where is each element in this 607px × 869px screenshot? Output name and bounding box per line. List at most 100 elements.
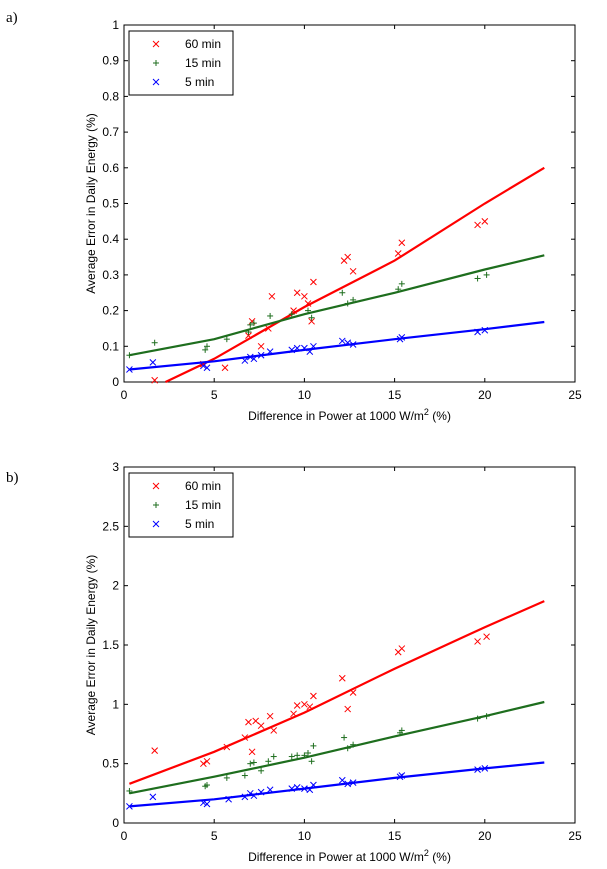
legend-label-15-min: 15 min [185, 498, 221, 512]
data-point-60-min [270, 727, 278, 734]
panel-label: b) [6, 470, 19, 486]
data-point-5-min [344, 780, 352, 788]
data-point-5-min-stroke [288, 785, 296, 792]
data-point-15-min [265, 758, 272, 765]
data-point-15-min [395, 286, 402, 293]
data-point-5-min [126, 803, 133, 810]
legend-marker-60-min [152, 40, 160, 48]
data-point-5-min [344, 339, 352, 347]
x-axis-label-unit: (%) [429, 850, 451, 864]
data-point-60-min [310, 692, 317, 700]
data-point-60-min-stroke [310, 692, 317, 700]
x-axis-label: Difference in Power at 1000 W/m2 (%) [248, 848, 451, 864]
legend-label-5-min: 5 min [185, 517, 214, 531]
data-point-60-min-stroke [301, 700, 308, 708]
data-point-60-min [474, 221, 481, 229]
data-point-5-min [293, 344, 301, 352]
series-15-min [126, 700, 545, 795]
data-point-60-min [349, 267, 357, 275]
data-point-5-min-stroke [344, 339, 352, 347]
data-point-60-min [344, 253, 352, 261]
data-point-60-min-stroke [270, 727, 278, 734]
data-point-5-min-stroke [398, 334, 406, 341]
data-point-5-min-stroke [203, 364, 211, 372]
y-tick-label: 0.6 [102, 161, 119, 175]
data-point-15-min [474, 715, 481, 722]
data-point-60-min [349, 689, 357, 696]
data-point-60-min [268, 292, 276, 300]
x-tick-label: 10 [298, 388, 312, 402]
data-point-15-min [126, 787, 133, 794]
series-60-min [129, 600, 545, 785]
x-tick-label: 15 [388, 829, 402, 843]
data-point-15-min [344, 745, 351, 752]
data-point-5-min-stroke [241, 793, 249, 801]
data-point-60-min [293, 289, 301, 297]
data-point-5-min [241, 357, 249, 364]
x-tick-label: 20 [478, 829, 492, 843]
y-tick-label: 0.5 [102, 757, 119, 771]
data-point-5-min-stroke [474, 328, 481, 336]
legend-marker-60-min [152, 482, 160, 490]
legend-marker-5-min-stroke [152, 520, 160, 528]
y-tick-label: 0.1 [102, 339, 119, 353]
data-point-60-min-stroke [349, 689, 357, 696]
data-point-15-min [350, 296, 357, 303]
data-point-5-min-stroke [126, 366, 133, 373]
data-point-60-min [200, 760, 207, 768]
data-point-60-min-stroke [306, 703, 314, 711]
data-point-15-min [305, 749, 312, 756]
legend-marker-60-min-stroke [152, 40, 160, 48]
series-15-min [126, 254, 545, 359]
data-point-15-min [250, 759, 257, 766]
data-point-60-min-stroke [268, 292, 276, 300]
y-tick-label: 0.7 [102, 125, 119, 139]
data-point-5-min [310, 781, 317, 789]
data-point-15-min [344, 300, 351, 307]
data-point-5-min-stroke [301, 785, 308, 792]
fit-line-60-min [129, 600, 545, 785]
data-point-60-min [394, 250, 402, 257]
y-tick-label: 2.5 [102, 519, 119, 533]
data-point-60-min-stroke [264, 325, 272, 332]
data-point-15-min [301, 752, 308, 759]
data-point-15-min [474, 275, 481, 282]
data-point-5-min [257, 351, 265, 359]
data-point-5-min-stroke [246, 789, 254, 797]
data-point-15-min [245, 329, 252, 336]
data-point-60-min-stroke [293, 289, 301, 297]
y-tick-label: 1 [112, 18, 119, 32]
data-point-60-min-stroke [252, 717, 260, 725]
data-point-5-min-stroke [266, 786, 274, 794]
x-tick-label: 5 [211, 829, 218, 843]
data-point-60-min [151, 376, 159, 384]
data-point-5-min [241, 793, 249, 801]
data-point-60-min [301, 700, 308, 708]
data-point-5-min [474, 766, 481, 773]
data-point-5-min-stroke [266, 348, 274, 356]
data-point-15-min [267, 312, 274, 319]
data-point-5-min [338, 776, 346, 784]
series-5-min [126, 761, 545, 810]
data-point-60-min-stroke [257, 342, 265, 350]
legend-marker-60-min-stroke [152, 482, 160, 490]
data-point-60-min [304, 300, 312, 307]
y-tick-label: 0 [112, 375, 119, 389]
y-tick-label: 0 [112, 816, 119, 830]
data-point-60-min [252, 717, 260, 725]
data-point-60-min [338, 674, 346, 682]
data-point-5-min [149, 793, 157, 801]
data-point-60-min-stroke [304, 300, 312, 307]
data-point-5-min-stroke [241, 357, 249, 364]
data-point-5-min [203, 364, 211, 372]
data-point-60-min [398, 239, 406, 247]
data-point-5-min-stroke [301, 344, 308, 352]
series-60-min [151, 166, 545, 384]
data-point-5-min [257, 788, 265, 796]
legend-label-15-min: 15 min [185, 56, 221, 70]
data-point-15-min [305, 307, 312, 314]
data-point-5-min-stroke [246, 353, 254, 361]
x-axis-label-main: Difference in Power at 1000 W/m [248, 850, 424, 864]
data-point-60-min [266, 712, 274, 720]
data-point-60-min-stroke [474, 221, 481, 229]
